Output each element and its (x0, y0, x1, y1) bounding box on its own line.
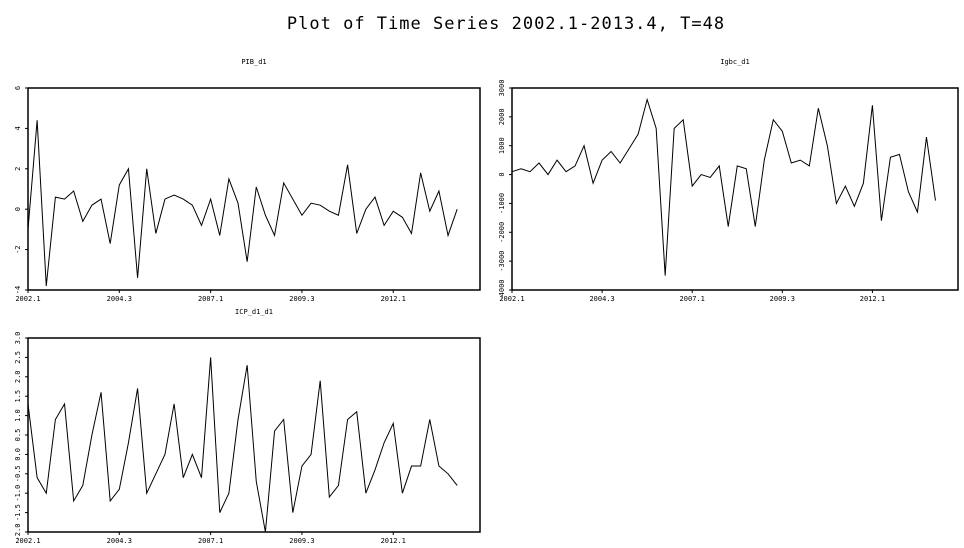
y-tick-label: 0.0 (14, 448, 22, 461)
plot-frame (27, 87, 481, 291)
y-tick-label: 0 (498, 172, 506, 176)
x-tick-label: 2002.1 (15, 537, 40, 545)
y-tick-label: -4000 (498, 279, 506, 300)
x-tick-label: 2007.1 (198, 295, 223, 303)
x-tick-label: 2009.3 (289, 537, 314, 545)
x-tick-label: 2012.1 (381, 295, 406, 303)
x-tick-label: 2004.3 (589, 295, 614, 303)
y-tick-label: 0 (14, 207, 22, 211)
y-tick-label: -2 (14, 245, 22, 253)
subplot-title: Igbc_d1 (720, 58, 750, 66)
subplot-title: PIB_d1 (241, 58, 266, 66)
series-line (27, 120, 458, 287)
y-tick-label: -3000 (498, 251, 506, 272)
y-tick-label: 1.0 (14, 409, 22, 422)
series-line (27, 357, 458, 533)
x-tick-label: 2004.3 (107, 537, 132, 545)
x-tick-label: 2009.3 (770, 295, 795, 303)
y-tick-label: -2.0 (14, 524, 22, 541)
y-tick-label: -4 (14, 286, 22, 294)
y-tick-label: 2.0 (14, 370, 22, 383)
y-tick-label: 2.5 (14, 351, 22, 364)
x-tick-label: 2007.1 (680, 295, 705, 303)
y-tick-label: 2000 (498, 108, 506, 125)
y-tick-label: -0.5 (14, 465, 22, 482)
y-tick-label: 6 (14, 86, 22, 90)
x-tick-label: 2002.1 (15, 295, 40, 303)
x-tick-label: 2012.1 (860, 295, 885, 303)
y-tick-label: -1000 (498, 193, 506, 214)
series-line (511, 97, 936, 276)
y-tick-label: 3.0 (14, 332, 22, 345)
y-tick-label: 4 (14, 126, 22, 130)
subplot-title: ICP_d1_d1 (235, 308, 273, 316)
x-tick-label: 2007.1 (198, 537, 223, 545)
y-tick-label: -1.0 (14, 485, 22, 502)
y-tick-label: -2000 (498, 222, 506, 243)
y-tick-label: 1.5 (14, 390, 22, 403)
x-tick-label: 2012.1 (381, 537, 406, 545)
y-tick-label: 0.5 (14, 429, 22, 442)
x-tick-label: 2009.3 (289, 295, 314, 303)
y-tick-label: 2 (14, 167, 22, 171)
y-tick-label: 3000 (498, 80, 506, 97)
plot-frame (511, 87, 959, 291)
x-tick-label: 2002.1 (499, 295, 524, 303)
y-tick-label: 1000 (498, 137, 506, 154)
figure-title: Plot of Time Series 2002.1-2013.4, T=48 (287, 14, 725, 34)
plot-frame (27, 337, 481, 533)
x-tick-label: 2004.3 (107, 295, 132, 303)
y-tick-label: -1.5 (14, 504, 22, 521)
